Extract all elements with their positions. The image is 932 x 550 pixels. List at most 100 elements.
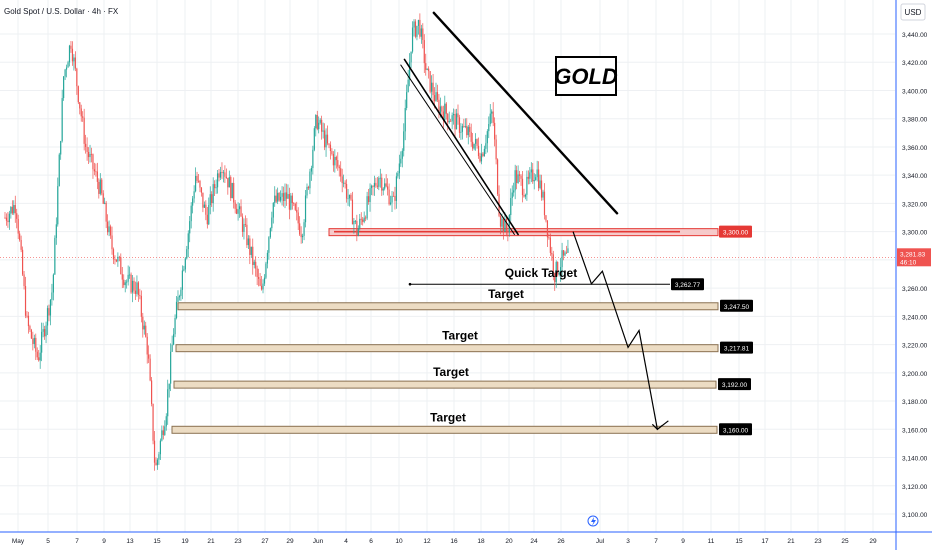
candle-body	[290, 195, 292, 210]
target-text: Target	[433, 365, 469, 379]
time-tick-label: 12	[423, 538, 431, 545]
candle-body	[464, 126, 466, 127]
candle-body	[27, 315, 30, 327]
candle-body	[384, 183, 386, 189]
drawings	[400, 11, 669, 431]
currency-label: USD	[905, 8, 922, 17]
candle-body	[145, 325, 147, 337]
lightning-icon[interactable]	[587, 515, 599, 527]
candle-body	[381, 177, 383, 191]
price-tick-label: 3,140.00	[902, 456, 928, 463]
candle-body	[382, 188, 384, 191]
candle-body	[485, 143, 487, 149]
candle-body	[460, 131, 462, 133]
candle-body	[344, 182, 346, 185]
candle-body	[206, 214, 208, 225]
candle-body	[413, 21, 415, 28]
price-tick-label: 3,340.00	[902, 173, 928, 180]
candle-body	[425, 63, 427, 70]
time-tick-label: 21	[787, 538, 795, 545]
projection-arrowhead	[651, 423, 663, 431]
candle-body	[196, 175, 198, 181]
candle-body	[249, 238, 251, 255]
candle-body	[365, 217, 367, 219]
candle-body	[508, 215, 510, 233]
candle-body	[300, 234, 302, 238]
candle-body	[250, 246, 252, 255]
candle-body	[398, 163, 400, 174]
candle-body	[117, 256, 119, 262]
candle-body	[16, 213, 18, 219]
candle-body	[326, 134, 329, 144]
candle-body	[224, 172, 226, 177]
candle-body	[65, 67, 68, 70]
candle-body	[564, 252, 566, 256]
candle-body	[38, 357, 40, 361]
candle-body	[476, 139, 478, 146]
candle-body	[546, 220, 549, 238]
candle-body	[501, 218, 503, 227]
candle-body	[161, 430, 163, 441]
current-price-countdown: 46:10	[900, 259, 917, 266]
candle-body	[21, 249, 24, 275]
candle-body	[367, 196, 370, 203]
candle-body	[561, 250, 563, 268]
candle-body	[407, 79, 409, 93]
candle-body	[388, 189, 390, 205]
candle-body	[181, 270, 183, 290]
candle-body	[212, 184, 214, 204]
time-tick-label: 29	[869, 538, 877, 545]
candle-body	[420, 28, 422, 37]
candle-body	[194, 175, 197, 192]
candle-body	[13, 205, 15, 214]
candle-body	[244, 224, 247, 225]
candle-body	[417, 19, 420, 26]
candle-body	[458, 117, 461, 133]
candle-body	[331, 151, 333, 155]
candle-body	[316, 115, 318, 130]
candle-body	[319, 119, 321, 123]
candle-body	[205, 204, 207, 215]
candle-body	[444, 103, 446, 120]
candle-body	[45, 325, 47, 337]
candle-body	[137, 282, 140, 295]
candle-body	[392, 195, 395, 197]
candle-body	[313, 128, 315, 150]
candle-body	[555, 261, 557, 283]
candle-body	[240, 206, 242, 217]
candle-body	[211, 194, 213, 204]
price-tick-label: 3,420.00	[902, 60, 928, 67]
candle-body	[363, 217, 365, 222]
time-tick-label: 13	[126, 538, 134, 545]
candle-body	[120, 257, 122, 275]
candle-body	[370, 185, 373, 189]
candle-body	[516, 170, 518, 183]
candle-body	[343, 182, 345, 184]
candle-body	[271, 217, 273, 229]
candle-body	[203, 204, 205, 208]
candle-body	[269, 228, 271, 238]
candle-body	[410, 51, 412, 63]
candle-body	[178, 295, 181, 298]
candle-body	[168, 383, 170, 390]
candle-body	[394, 195, 396, 201]
candle-body	[71, 48, 74, 62]
candle-body	[469, 126, 471, 132]
candle-body	[539, 180, 541, 189]
candle-body	[345, 184, 348, 199]
candle-body	[151, 380, 153, 404]
candle-body	[369, 188, 371, 203]
symbol-title: Gold Spot / U.S. Dollar · 4h · FX	[4, 7, 119, 16]
candle-body	[350, 194, 352, 200]
candle-body	[562, 250, 565, 256]
candle-body	[80, 108, 82, 117]
candle-body	[54, 237, 56, 275]
candle-body	[32, 338, 34, 344]
candle-body	[499, 215, 502, 227]
candle-body	[265, 263, 267, 278]
candle-body	[429, 71, 431, 92]
candle-body	[466, 126, 468, 136]
currency-box[interactable]: USD	[900, 3, 926, 21]
candle-body	[256, 268, 258, 278]
